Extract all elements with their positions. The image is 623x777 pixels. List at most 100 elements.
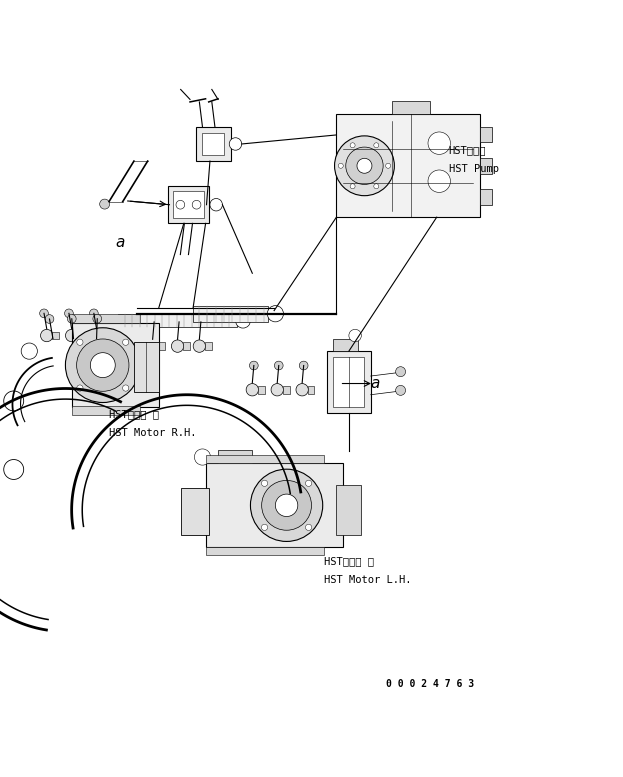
Circle shape: [229, 138, 242, 150]
Circle shape: [4, 391, 24, 411]
Polygon shape: [72, 406, 140, 415]
Text: HST Pump: HST Pump: [449, 164, 498, 173]
Polygon shape: [102, 332, 109, 340]
Polygon shape: [72, 323, 159, 407]
Circle shape: [150, 318, 158, 326]
Circle shape: [305, 524, 312, 531]
Text: a: a: [115, 235, 125, 249]
Circle shape: [267, 305, 283, 322]
Polygon shape: [118, 314, 237, 327]
Polygon shape: [134, 342, 159, 392]
Circle shape: [350, 184, 355, 189]
Polygon shape: [308, 386, 315, 394]
Circle shape: [192, 200, 201, 209]
Circle shape: [374, 184, 379, 189]
Text: a: a: [371, 376, 380, 391]
Circle shape: [262, 524, 268, 531]
Circle shape: [21, 343, 37, 359]
Circle shape: [262, 480, 312, 530]
Circle shape: [4, 459, 24, 479]
Polygon shape: [193, 305, 268, 322]
Circle shape: [274, 361, 283, 370]
Polygon shape: [72, 315, 140, 323]
Circle shape: [45, 315, 54, 323]
Polygon shape: [173, 191, 204, 218]
Polygon shape: [327, 351, 371, 413]
Polygon shape: [283, 386, 290, 394]
Polygon shape: [206, 463, 343, 547]
Circle shape: [40, 309, 49, 318]
Circle shape: [271, 384, 283, 396]
Circle shape: [338, 163, 343, 169]
Circle shape: [65, 328, 140, 402]
Polygon shape: [480, 158, 492, 173]
Polygon shape: [218, 450, 252, 463]
Circle shape: [357, 159, 372, 173]
Circle shape: [428, 170, 450, 193]
Circle shape: [90, 353, 115, 378]
Circle shape: [100, 199, 110, 209]
Circle shape: [396, 367, 406, 377]
Circle shape: [210, 198, 222, 211]
Circle shape: [346, 147, 383, 184]
Circle shape: [123, 385, 129, 391]
Polygon shape: [206, 547, 324, 555]
Circle shape: [235, 313, 250, 328]
Polygon shape: [183, 342, 190, 350]
Circle shape: [249, 361, 258, 370]
Polygon shape: [196, 127, 231, 161]
Polygon shape: [181, 488, 209, 535]
Polygon shape: [158, 342, 165, 350]
Circle shape: [396, 385, 406, 395]
Polygon shape: [258, 386, 265, 394]
Circle shape: [275, 494, 298, 517]
Circle shape: [335, 136, 394, 196]
Text: HST Motor R.H.: HST Motor R.H.: [109, 428, 196, 438]
Text: HSTモータ 左: HSTモータ 左: [324, 556, 374, 566]
Circle shape: [93, 315, 102, 323]
Polygon shape: [336, 485, 361, 535]
Text: HST Motor L.H.: HST Motor L.H.: [324, 575, 411, 585]
Circle shape: [146, 340, 159, 352]
Text: HSTモータ 右: HSTモータ 右: [109, 409, 159, 420]
Circle shape: [77, 339, 129, 392]
Circle shape: [77, 385, 83, 391]
Circle shape: [176, 200, 185, 209]
Polygon shape: [333, 339, 358, 351]
Circle shape: [299, 361, 308, 370]
Polygon shape: [52, 332, 59, 340]
Circle shape: [374, 143, 379, 148]
Circle shape: [349, 329, 361, 342]
Polygon shape: [202, 133, 224, 155]
Circle shape: [196, 318, 205, 326]
Polygon shape: [168, 186, 209, 224]
Polygon shape: [480, 189, 492, 204]
Circle shape: [67, 315, 76, 323]
Circle shape: [90, 309, 98, 318]
Circle shape: [194, 449, 211, 465]
Circle shape: [305, 480, 312, 486]
Circle shape: [386, 163, 391, 169]
Text: 0 0 0 2 4 7 6 3: 0 0 0 2 4 7 6 3: [386, 679, 474, 688]
Circle shape: [65, 329, 78, 342]
Polygon shape: [205, 342, 212, 350]
Circle shape: [65, 309, 74, 318]
Polygon shape: [480, 127, 492, 142]
Circle shape: [90, 329, 103, 342]
Circle shape: [123, 339, 129, 345]
Circle shape: [262, 480, 268, 486]
Text: HSTポンプ: HSTポンプ: [449, 145, 486, 155]
Circle shape: [40, 329, 53, 342]
Circle shape: [77, 339, 83, 345]
Circle shape: [250, 469, 323, 542]
Polygon shape: [336, 114, 480, 218]
Circle shape: [193, 340, 206, 352]
Polygon shape: [333, 357, 364, 407]
Polygon shape: [206, 455, 324, 463]
Circle shape: [246, 384, 259, 396]
Circle shape: [296, 384, 308, 396]
Polygon shape: [77, 332, 84, 340]
Circle shape: [171, 340, 184, 352]
Circle shape: [350, 143, 355, 148]
Circle shape: [428, 132, 450, 155]
